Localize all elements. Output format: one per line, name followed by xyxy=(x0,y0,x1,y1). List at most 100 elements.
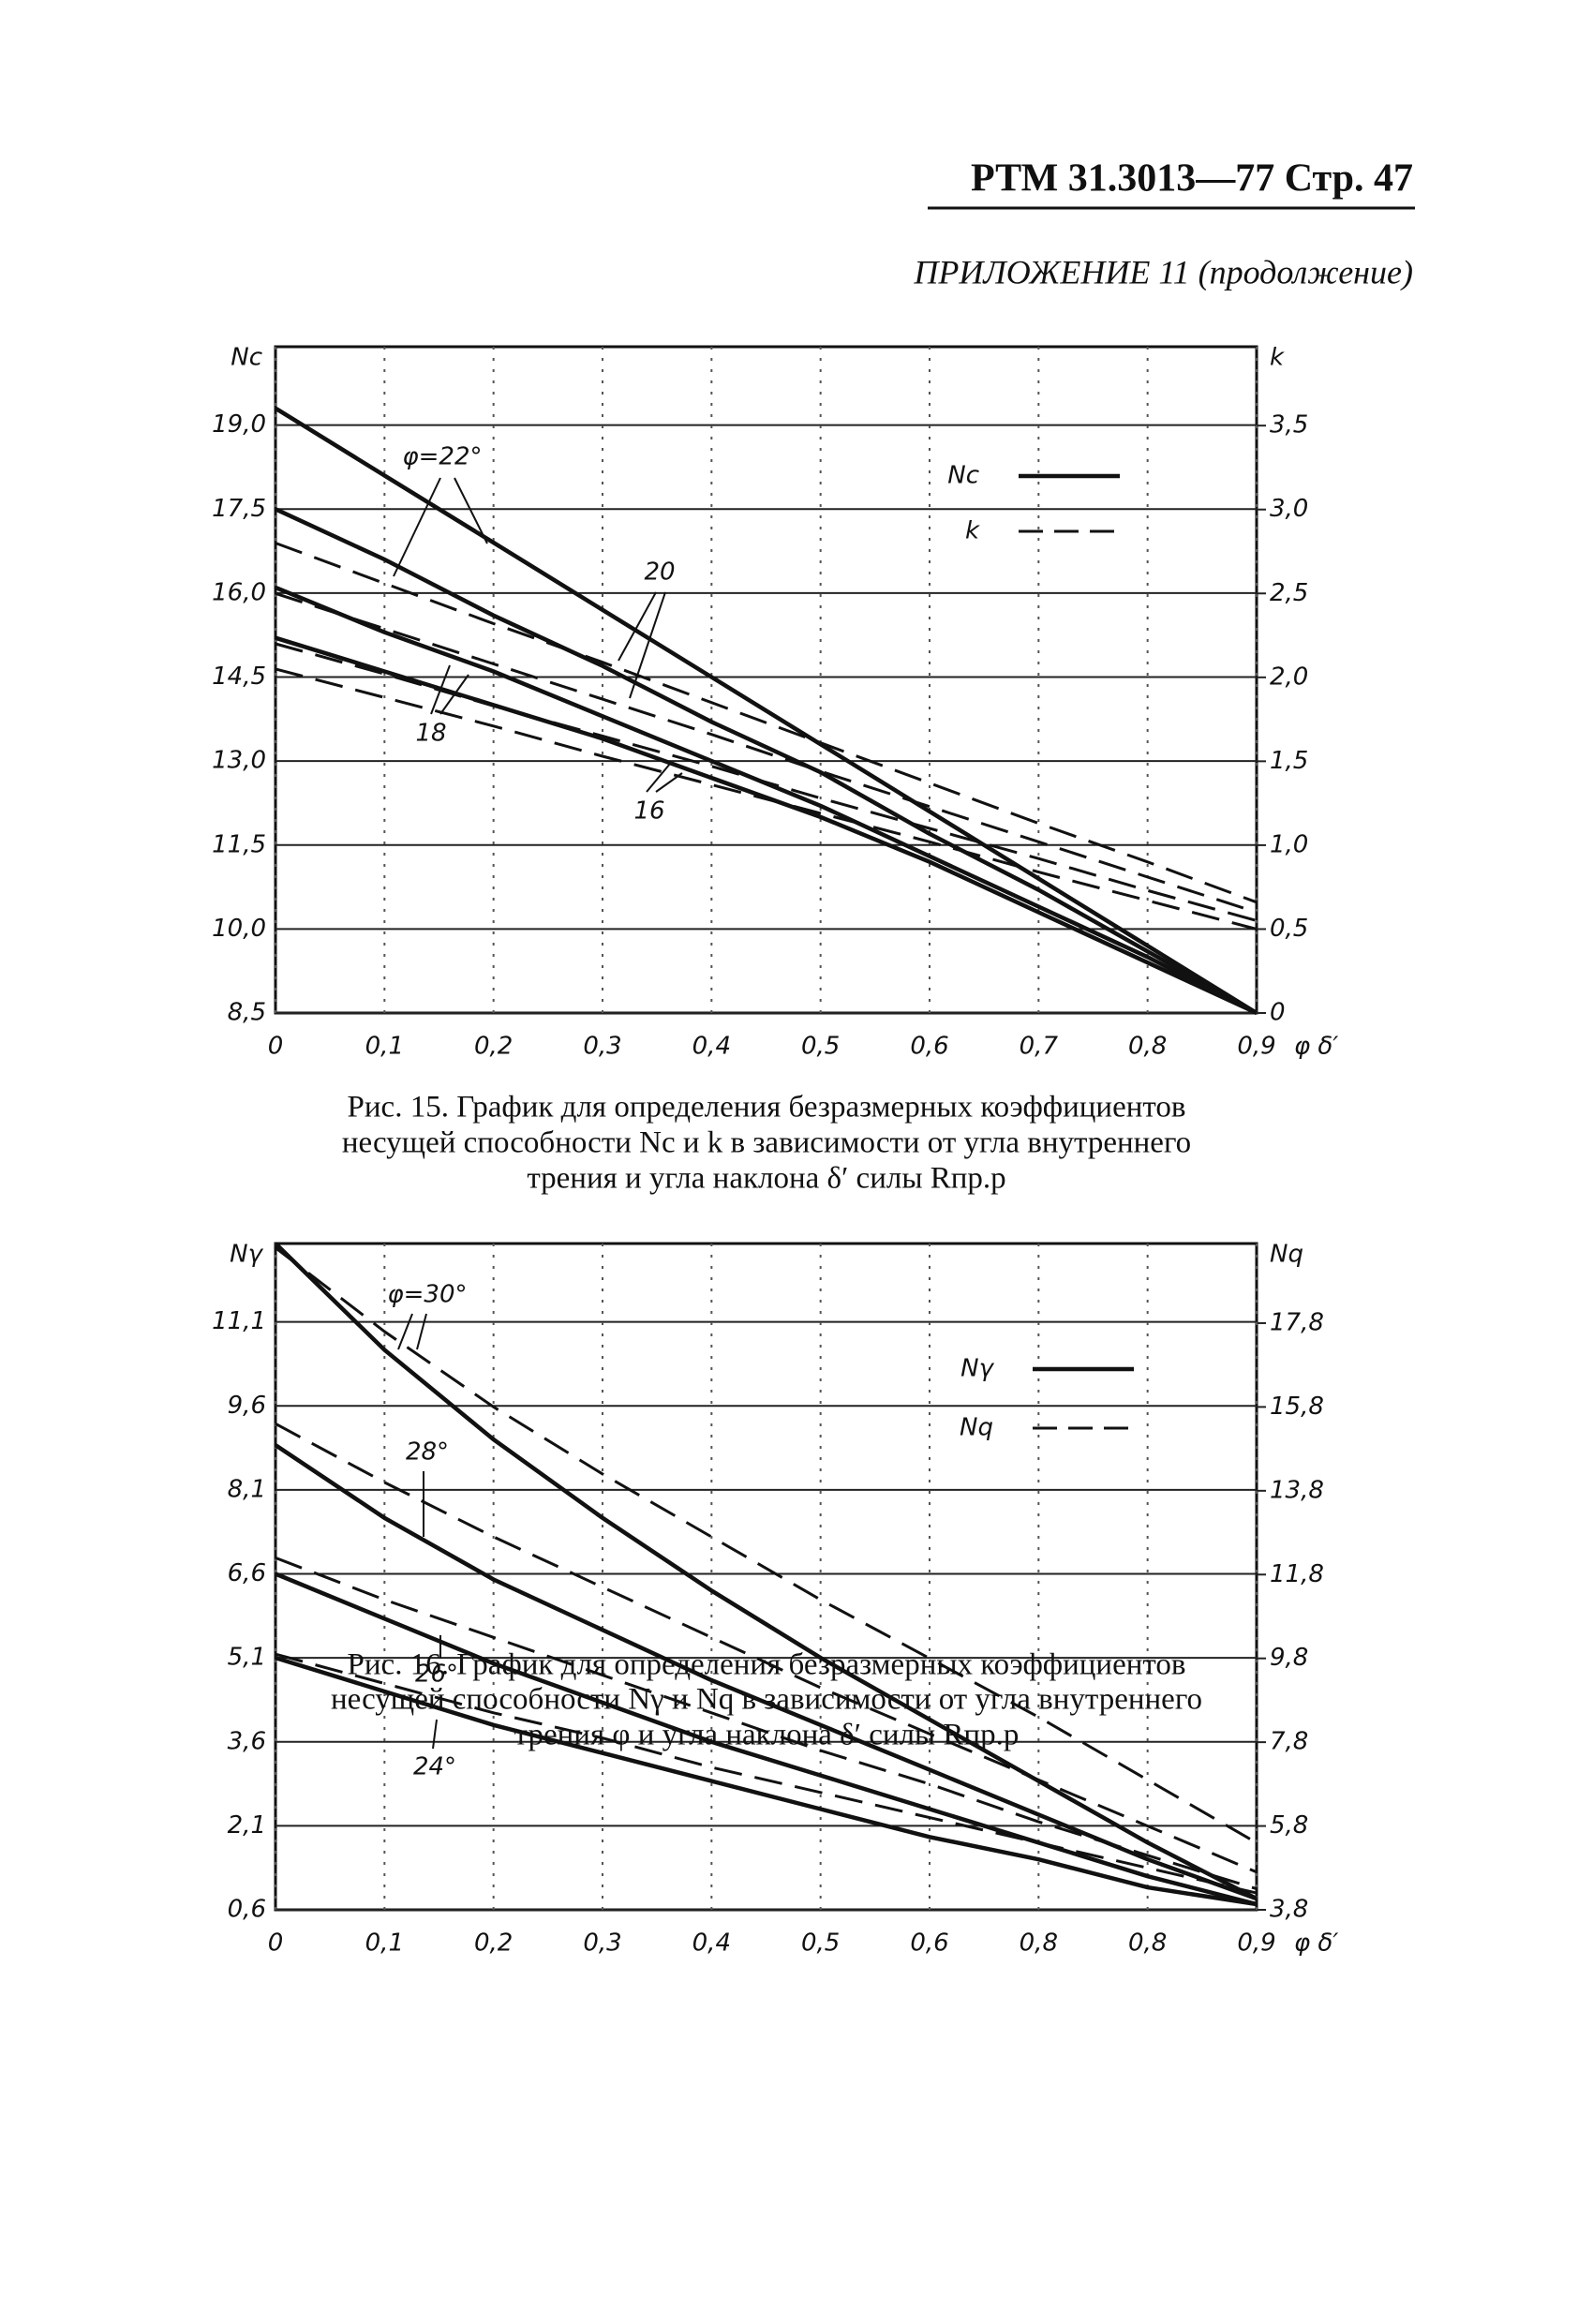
x-tick-label: 0 xyxy=(268,1929,284,1958)
y-tick-label: 16,0 xyxy=(212,578,266,606)
leader-line xyxy=(439,674,469,715)
dashed-curve xyxy=(275,1246,1258,1844)
legend-label: Nq xyxy=(960,1414,993,1442)
y-axis-label: Nγ xyxy=(230,1241,263,1269)
y-tick-label: 8,5 xyxy=(228,999,266,1027)
page-header: РТМ 31.3013—77 Стр. 47 xyxy=(971,157,1413,201)
curve-annotation: 18 xyxy=(415,720,446,748)
y-tick-label: 17,5 xyxy=(212,495,266,523)
solid-curve xyxy=(275,635,1258,1016)
y-tick-label: 10,0 xyxy=(212,915,266,943)
leader-line xyxy=(393,477,441,577)
leader-line xyxy=(618,591,657,662)
solid-curve xyxy=(274,406,1258,1015)
y2-tick-label: 3,8 xyxy=(1270,1896,1308,1924)
x-tick-label: 0,8 xyxy=(1020,1929,1058,1958)
y-tick-label: 8,1 xyxy=(228,1475,266,1503)
dashed-curve xyxy=(275,542,1258,904)
curve-annotation: φ=30° xyxy=(387,1281,467,1309)
legend-label: k xyxy=(965,517,980,545)
dashed-curve xyxy=(275,1556,1258,1891)
dashed-curve xyxy=(275,667,1258,931)
solid-curve xyxy=(274,1242,1258,1901)
y2-tick-label: 3,0 xyxy=(1270,495,1308,523)
x-tick-label: 0,1 xyxy=(365,1929,404,1958)
x-tick-label: 0,4 xyxy=(692,1033,731,1061)
y2-axis-label: k xyxy=(1270,344,1285,372)
x-tick-label: 0,4 xyxy=(692,1929,731,1958)
x-tick-label: 0,6 xyxy=(910,1033,948,1061)
dashed-curve xyxy=(275,1422,1258,1874)
leader-line xyxy=(430,664,451,715)
y-tick-label: 11,1 xyxy=(212,1307,266,1335)
figure-caption: трения и угла наклона δ′ силы Rпр.р xyxy=(527,1162,1005,1196)
y2-tick-label: 1,0 xyxy=(1270,830,1308,858)
dashed-curve xyxy=(275,591,1258,914)
x-tick-label: 0,8 xyxy=(1128,1929,1167,1958)
curve-annotation: 20 xyxy=(644,559,675,587)
solid-curve xyxy=(275,507,1258,1015)
y2-tick-label: 9,8 xyxy=(1270,1644,1308,1672)
figure-caption: несущей способности Nγ и Nq в зависимост… xyxy=(331,1683,1202,1717)
y-tick-label: 2,1 xyxy=(228,1811,266,1840)
leader-line xyxy=(629,591,666,699)
leader-line xyxy=(416,1313,427,1350)
x-tick-label: 0,2 xyxy=(474,1033,513,1061)
y-tick-label: 9,6 xyxy=(228,1392,266,1420)
y2-tick-label: 0,5 xyxy=(1270,915,1308,943)
x-tick-label: 0,3 xyxy=(583,1033,621,1061)
curve-annotation: 16 xyxy=(633,797,664,826)
x-tick-label: 0,9 xyxy=(1237,1929,1275,1958)
y2-tick-label: 17,8 xyxy=(1270,1308,1324,1336)
x-tick-label: 0,3 xyxy=(583,1929,621,1958)
y-tick-label: 13,0 xyxy=(212,747,266,775)
x-tick-label: 0,2 xyxy=(474,1929,513,1958)
dashed-curve xyxy=(275,1652,1258,1895)
x-tick-label: 0,9 xyxy=(1237,1033,1275,1061)
y2-tick-label: 15,8 xyxy=(1270,1393,1324,1421)
leader-line xyxy=(655,772,683,793)
curve-annotation: 24° xyxy=(413,1753,456,1781)
x-tick-label: 0,6 xyxy=(910,1929,948,1958)
y-tick-label: 6,6 xyxy=(228,1559,266,1587)
x-axis-label: φ δ′ xyxy=(1294,1929,1338,1958)
x-axis-label: φ δ′ xyxy=(1294,1033,1338,1061)
y2-tick-label: 2,0 xyxy=(1270,663,1308,691)
y2-tick-label: 3,5 xyxy=(1270,411,1308,439)
figure-caption: трения φ и угла наклона δ′ силы Rпр.р xyxy=(514,1719,1020,1752)
y2-tick-label: 2,5 xyxy=(1270,579,1308,607)
y2-tick-label: 11,8 xyxy=(1270,1560,1324,1588)
figure-caption: несущей способности Nc и k в зависимости… xyxy=(342,1126,1191,1160)
legend-label: Nc xyxy=(947,462,979,490)
curve-annotation: 26° xyxy=(415,1661,458,1689)
x-tick-label: 0,8 xyxy=(1128,1033,1167,1061)
y-axis-label: Nc xyxy=(231,344,262,372)
y2-tick-label: 5,8 xyxy=(1270,1811,1308,1840)
y-tick-label: 14,5 xyxy=(212,663,266,691)
x-tick-label: 0,5 xyxy=(801,1033,840,1061)
x-tick-label: 0,1 xyxy=(365,1033,404,1061)
y-tick-label: 3,6 xyxy=(228,1727,266,1755)
y2-axis-label: Nq xyxy=(1270,1241,1303,1269)
appendix-title: ПРИЛОЖЕНИЕ 11 (продолжение) xyxy=(913,253,1413,290)
figure-caption: Рис. 15. График для определения безразме… xyxy=(348,1091,1186,1125)
y2-tick-label: 7,8 xyxy=(1270,1728,1308,1756)
solid-curve xyxy=(275,1572,1258,1907)
y-tick-label: 11,5 xyxy=(212,830,266,858)
leader-line xyxy=(454,477,488,544)
leader-line xyxy=(646,763,671,793)
y-tick-label: 0,6 xyxy=(228,1896,266,1924)
y2-tick-label: 13,8 xyxy=(1270,1476,1324,1504)
curve-annotation: 28° xyxy=(406,1438,449,1467)
leader-line xyxy=(432,1719,438,1750)
x-tick-label: 0 xyxy=(268,1033,284,1061)
y2-tick-label: 0 xyxy=(1270,999,1286,1027)
y-tick-label: 19,0 xyxy=(212,410,266,439)
x-tick-label: 0,5 xyxy=(801,1929,840,1958)
solid-curve xyxy=(275,1655,1258,1907)
y2-tick-label: 1,5 xyxy=(1270,747,1308,775)
curve-annotation: φ=22° xyxy=(402,443,482,471)
dashed-curve xyxy=(275,642,1258,922)
